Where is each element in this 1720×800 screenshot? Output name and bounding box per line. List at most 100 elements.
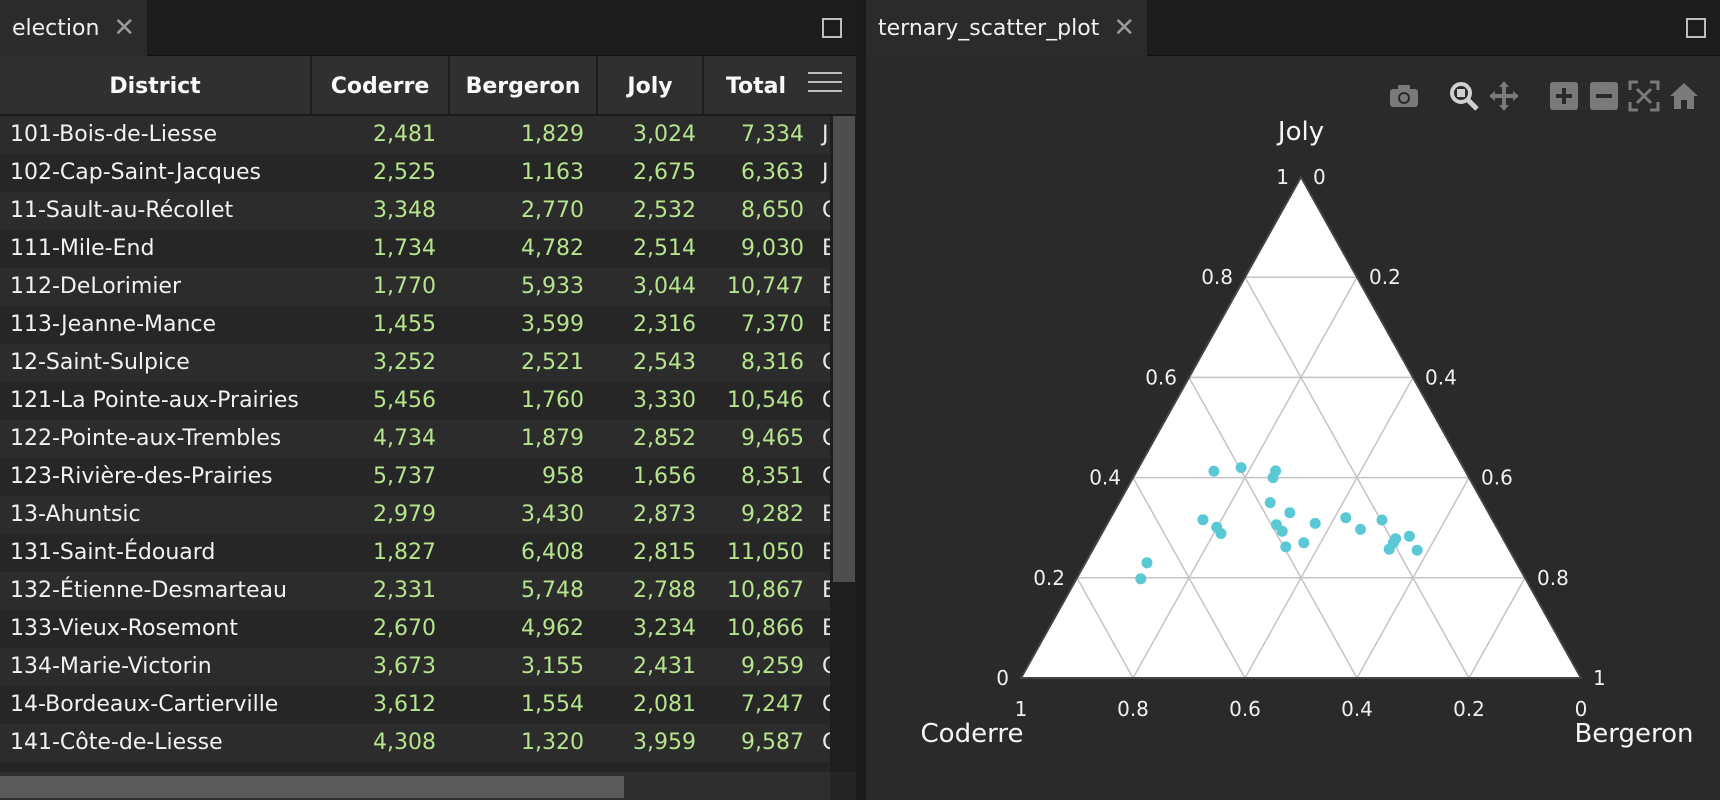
column-header-district[interactable]: District (0, 56, 312, 116)
scatter-point[interactable] (1141, 557, 1153, 569)
pan-icon[interactable] (1484, 76, 1524, 116)
coderre-cell: 2,979 (373, 502, 436, 527)
zoom-out-icon[interactable] (1584, 76, 1624, 116)
camera-icon[interactable] (1384, 76, 1424, 116)
horizontal-scrollbar[interactable] (0, 772, 830, 800)
panel-divider[interactable] (856, 0, 866, 800)
coderre-cell: 1,827 (373, 540, 436, 565)
tab-election[interactable]: election ✕ (0, 0, 148, 56)
scatter-point[interactable] (1403, 530, 1415, 542)
scatter-point[interactable] (1309, 517, 1321, 529)
bergeron-cell: 1,760 (521, 388, 584, 413)
bergeron-cell: 1,829 (521, 122, 584, 147)
column-menu-icon[interactable] (808, 72, 842, 98)
winner-cell: B (822, 616, 830, 641)
reset-axes-icon[interactable] (1664, 76, 1704, 116)
joly-tick-label: 0.2 (1033, 566, 1065, 590)
district-cell: 123-Rivière-des-Prairies (10, 464, 273, 489)
bergeron-cell: 6,408 (521, 540, 584, 565)
table-row[interactable]: 133-Vieux-Rosemont 2,670 4,962 3,234 10,866 B (0, 610, 830, 648)
close-icon[interactable]: ✕ (1113, 13, 1136, 43)
table-row[interactable]: 12-Saint-Sulpice 3,252 2,521 2,543 8,316 C (0, 344, 830, 382)
table-row[interactable]: 131-Saint-Édouard 1,827 6,408 2,815 11,050 B (0, 534, 830, 572)
winner-cell: C (822, 198, 830, 223)
scatter-point[interactable] (1284, 507, 1296, 519)
scatter-point[interactable] (1411, 544, 1423, 556)
total-cell: 11,050 (727, 540, 804, 565)
table-row[interactable]: 122-Pointe-aux-Trembles 4,734 1,879 2,852 9,… (0, 420, 830, 458)
maximize-icon[interactable] (822, 18, 842, 38)
scatter-point[interactable] (1267, 472, 1279, 484)
tab-ternary-scatter-plot[interactable]: ternary_scatter_plot ✕ (866, 0, 1148, 56)
table-tabbar: election ✕ (0, 0, 856, 56)
table-row[interactable]: 141-Côte-de-Liesse 4,308 1,320 3,959 9,587 C (0, 724, 830, 762)
district-cell: 112-DeLorimier (10, 274, 182, 299)
coderre-cell: 2,670 (373, 616, 436, 641)
grid-line (1244, 377, 1414, 679)
table-row[interactable]: 101-Bois-de-Liesse 2,481 1,829 3,024 7,334 J (0, 116, 830, 154)
scatter-point[interactable] (1340, 512, 1352, 524)
scatter-point[interactable] (1135, 573, 1147, 585)
total-cell: 7,247 (741, 692, 804, 717)
ternary-outline (1019, 174, 1583, 679)
table-row[interactable]: 111-Mile-End 1,734 4,782 2,514 9,030 B (0, 230, 830, 268)
scatter-point[interactable] (1235, 462, 1247, 474)
scatter-point[interactable] (1270, 519, 1282, 531)
table-row[interactable]: 13-Ahuntsic 2,979 3,430 2,873 9,282 B (0, 496, 830, 534)
bergeron-cell: 2,770 (521, 198, 584, 223)
winner-cell: B (822, 540, 830, 565)
scatter-point[interactable] (1208, 465, 1220, 477)
maximize-icon[interactable] (1686, 18, 1706, 38)
zoom-in-icon[interactable] (1544, 76, 1584, 116)
coderre-tick-label: 0 (1575, 697, 1588, 721)
coderre-tick-label: 0.8 (1117, 697, 1149, 721)
table-row[interactable]: 11-Sault-au-Récollet 3,348 2,770 2,532 8,650… (0, 192, 830, 230)
joly-tick-label: 0.4 (1089, 466, 1121, 490)
table-row[interactable]: 112-DeLorimier 1,770 5,933 3,044 10,747 B (0, 268, 830, 306)
winner-cell: B (822, 274, 830, 299)
winner-cell: C (822, 388, 830, 413)
horizontal-scrollbar-thumb[interactable] (0, 776, 624, 798)
bergeron-cell: 5,933 (521, 274, 584, 299)
winner-cell: C (822, 350, 830, 375)
table-row[interactable]: 123-Rivière-des-Prairies 5,737 958 1,656 8,3… (0, 458, 830, 496)
vertical-scrollbar-thumb[interactable] (833, 116, 855, 582)
table-row[interactable]: 102-Cap-Saint-Jacques 2,525 1,163 2,675 6,36… (0, 154, 830, 192)
table-row[interactable]: 121-La Pointe-aux-Prairies 5,456 1,760 3,33… (0, 382, 830, 420)
zoom-icon[interactable] (1444, 76, 1484, 116)
district-cell: 121-La Pointe-aux-Prairies (10, 388, 299, 413)
column-header-total[interactable]: Total (725, 73, 787, 99)
coderre-cell: 4,308 (373, 730, 436, 755)
total-cell: 9,282 (741, 502, 804, 527)
tab-ternary-label: ternary_scatter_plot (878, 15, 1100, 41)
scatter-point[interactable] (1355, 523, 1366, 535)
total-cell: 9,030 (741, 236, 804, 261)
table-row[interactable]: 14-Bordeaux-Cartierville 3,612 1,554 2,081 7… (0, 686, 830, 724)
scatter-point[interactable] (1264, 497, 1276, 509)
scatter-point[interactable] (1280, 541, 1292, 553)
column-header-bergeron[interactable]: Bergeron (450, 56, 598, 116)
table-row[interactable]: 113-Jeanne-Mance 1,455 3,599 2,316 7,370 B (0, 306, 830, 344)
scatter-point[interactable] (1376, 514, 1388, 526)
column-header-coderre[interactable]: Coderre (312, 56, 450, 116)
winner-cell: C (822, 426, 830, 451)
joly-cell: 2,873 (633, 502, 696, 527)
joly-cell: 2,675 (633, 160, 696, 185)
bergeron-cell: 3,430 (521, 502, 584, 527)
total-cell: 10,747 (727, 274, 804, 299)
scatter-point[interactable] (1197, 514, 1209, 526)
coderre-cell: 3,673 (373, 654, 436, 679)
joly-tick-label: 0 (996, 666, 1009, 690)
scatter-point[interactable] (1387, 537, 1399, 549)
scatter-point[interactable] (1215, 528, 1227, 539)
joly-tick-label: 1 (1276, 165, 1289, 189)
scatter-point[interactable] (1298, 537, 1310, 549)
column-header-joly[interactable]: Joly (598, 56, 704, 116)
coderre-cell: 5,456 (373, 388, 436, 413)
table-row[interactable]: 132-Étienne-Desmarteau 2,331 5,748 2,788 10,… (0, 572, 830, 610)
autoscale-icon[interactable] (1624, 76, 1664, 116)
close-icon[interactable]: ✕ (113, 13, 136, 43)
vertical-scrollbar[interactable] (830, 116, 856, 772)
table-row[interactable]: 134-Marie-Victorin 3,673 3,155 2,431 9,259 C (0, 648, 830, 686)
winner-cell: B (822, 312, 830, 337)
